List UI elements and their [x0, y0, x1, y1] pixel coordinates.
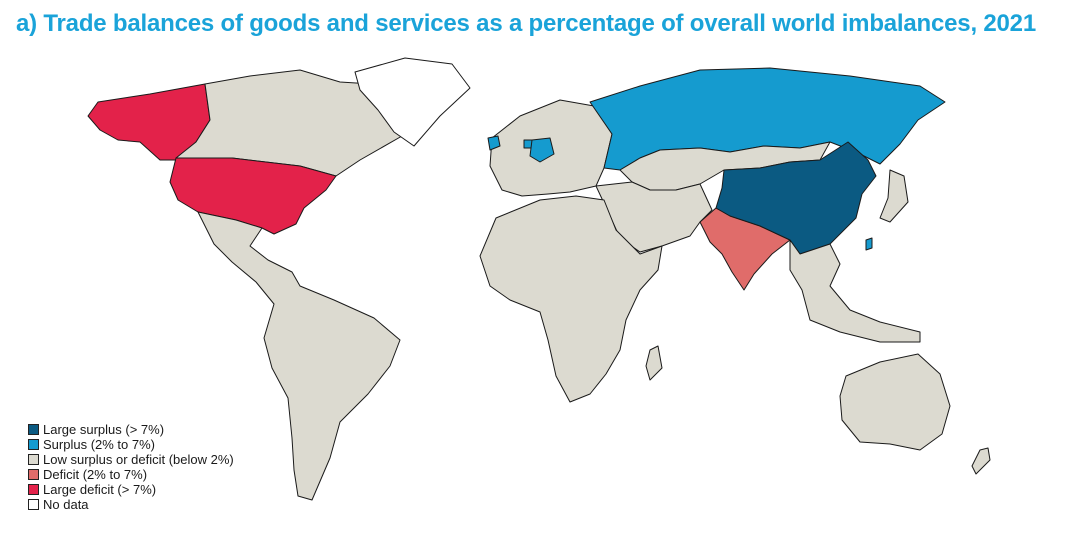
region-southeast-asia: [789, 239, 921, 343]
legend-item-no-data: No data: [28, 497, 234, 512]
legend-item-large-deficit: Large deficit (> 7%): [28, 482, 234, 497]
legend-item-low: Low surplus or deficit (below 2%): [28, 452, 234, 467]
region-japan: [879, 169, 909, 223]
region-taiwan: [865, 237, 873, 251]
region-ireland: [487, 135, 501, 151]
region-new-zealand: [971, 447, 991, 475]
region-madagascar: [645, 345, 663, 381]
legend-swatch: [28, 469, 39, 480]
legend-item-surplus: Surplus (2% to 7%): [28, 437, 234, 452]
region-greenland: [354, 57, 471, 147]
region-canada: [175, 69, 403, 177]
legend-swatch: [28, 424, 39, 435]
legend-label: No data: [43, 497, 89, 512]
region-united-states: [169, 157, 337, 235]
legend-label: Low surplus or deficit (below 2%): [43, 452, 234, 467]
legend-swatch: [28, 454, 39, 465]
legend-label: Surplus (2% to 7%): [43, 437, 155, 452]
region-australia: [839, 353, 951, 451]
legend-swatch: [28, 499, 39, 510]
region-china: [715, 141, 877, 255]
legend-label: Large deficit (> 7%): [43, 482, 157, 497]
legend-swatch: [28, 484, 39, 495]
world-map: [87, 57, 991, 501]
legend-label: Large surplus (> 7%): [43, 422, 165, 437]
legend-item-large-surplus: Large surplus (> 7%): [28, 422, 234, 437]
legend-swatch: [28, 439, 39, 450]
map-title: a) Trade balances of goods and services …: [16, 10, 1036, 37]
region-africa: [479, 195, 663, 403]
region-latin-america: [197, 211, 401, 501]
legend-label: Deficit (2% to 7%): [43, 467, 148, 482]
map-legend: Large surplus (> 7%) Surplus (2% to 7%) …: [28, 422, 234, 512]
region-alaska: [87, 83, 211, 161]
region-germany: [529, 137, 555, 163]
legend-item-deficit: Deficit (2% to 7%): [28, 467, 234, 482]
